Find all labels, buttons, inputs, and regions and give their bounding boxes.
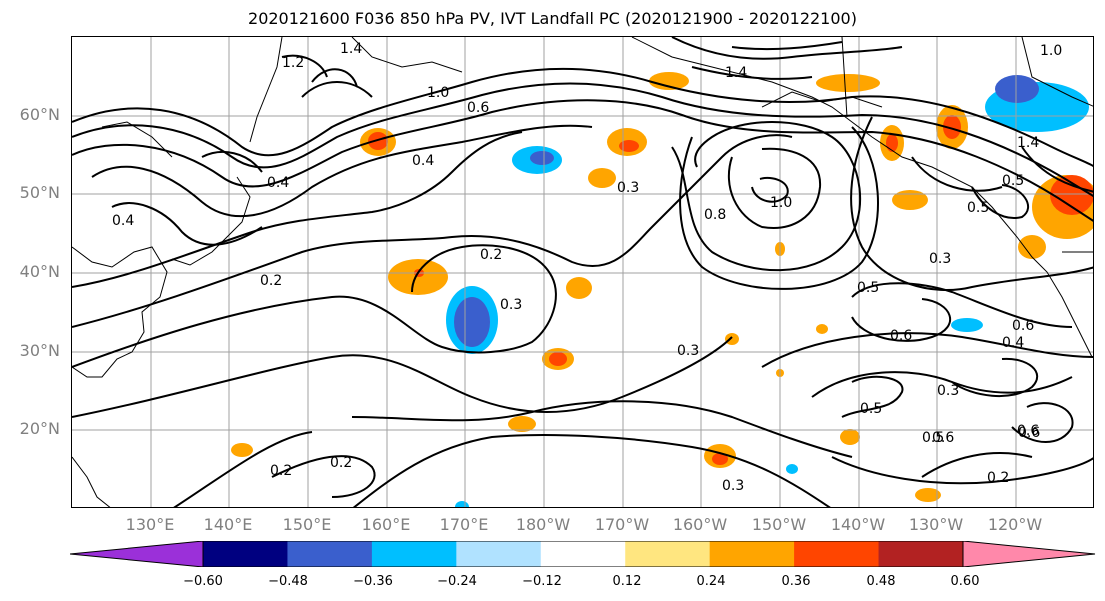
colorbar-tick: −0.60 (183, 574, 223, 589)
contour-label: 1.4 (725, 65, 747, 81)
lat-label-30n: 30°N (19, 341, 60, 360)
lon-label-150w: 150°W (751, 515, 807, 534)
contour-label: 0.5 (860, 401, 882, 417)
colorbar-tick: 0.24 (696, 574, 726, 589)
contour-label: 0.4 (112, 213, 134, 229)
contour-labels: 1.4 1.2 1.0 0.6 0.4 0.4 1.4 0.4 0.8 1.0 … (112, 41, 1062, 494)
colorbar-tick: −0.36 (353, 574, 393, 589)
contour-label: 0.5 (922, 430, 944, 446)
colorbar-tick: 0.60 (950, 574, 980, 589)
map-panel[interactable]: 1.4 1.2 1.0 0.6 0.4 0.4 1.4 0.4 0.8 1.0 … (71, 36, 1094, 508)
lon-label-130w: 130°W (908, 515, 964, 534)
colorbar-cell (371, 541, 457, 567)
colorbar-cell (540, 541, 626, 567)
contour-label: 1.2 (282, 55, 304, 71)
contour-label: 0.2 (987, 470, 1009, 486)
contour-label: 0.6 (1012, 318, 1034, 334)
contour-label: 1.0 (427, 85, 449, 101)
lon-label-160e: 160°E (361, 515, 411, 534)
colorbar-frame (202, 541, 964, 567)
pv-contours (72, 37, 1093, 507)
contour-label: 0.6 (1018, 425, 1040, 441)
contour-label: 0.4 (412, 153, 434, 169)
pv-shading (231, 72, 1093, 507)
colorbar-cell (794, 541, 880, 567)
colorbar-extend-max (962, 541, 1096, 567)
contour-label: 0.6 (890, 328, 912, 344)
colorbar-tick: −0.24 (437, 574, 477, 589)
colorbar-cell (709, 541, 795, 567)
contour-label: 0.3 (937, 383, 959, 399)
contour-label: 0.2 (260, 273, 282, 289)
contour-label: 0.5 (857, 280, 879, 296)
pv-pos-patch (816, 74, 880, 92)
lon-label-120w: 120°W (987, 515, 1043, 534)
lat-label-40n: 40°N (19, 262, 60, 281)
contour-label: 0.6 (467, 100, 489, 116)
contour-label: 1.4 (1017, 135, 1039, 151)
lon-label-160w: 160°W (672, 515, 728, 534)
colorbar-tick: 0.48 (866, 574, 896, 589)
contour-label: 0.2 (270, 463, 292, 479)
contour-label: 0.3 (929, 251, 951, 267)
contour-label: 1.4 (340, 41, 362, 57)
colorbar-cell (625, 541, 711, 567)
contour-label: 0.6 (932, 430, 954, 446)
colorbar-extend-min (70, 541, 204, 567)
colorbar-cell (456, 541, 542, 567)
colorbar-tick: −0.48 (268, 574, 308, 589)
colorbar-cell (287, 541, 373, 567)
contour-label: 1.0 (770, 195, 792, 211)
colorbar-cell (203, 541, 288, 567)
map-svg: 1.4 1.2 1.0 0.6 0.4 0.4 1.4 0.4 0.8 1.0 … (72, 37, 1093, 507)
contour-label: 0.3 (500, 297, 522, 313)
lat-label-50n: 50°N (19, 183, 60, 202)
lon-label-140e: 140°E (203, 515, 253, 534)
contour-label: 0.4 (1002, 335, 1024, 351)
contour-label: 0.2 (330, 455, 352, 471)
contour-label: 0.2 (480, 247, 502, 263)
colorbar-cell (878, 541, 964, 567)
contour-label: 0.3 (722, 478, 744, 494)
colorbar-tick: 0.36 (781, 574, 811, 589)
pv-pos-patch (388, 259, 448, 295)
colorbar (70, 541, 1096, 567)
lon-label-130e: 130°E (125, 515, 175, 534)
lon-label-140w: 140°W (830, 515, 886, 534)
contour-label: 0.6 (1017, 423, 1039, 439)
contour-label: 1.0 (1040, 43, 1062, 59)
contour-label: 0.5 (967, 200, 989, 216)
colorbar-tick: 0.12 (612, 574, 642, 589)
lon-label-170e: 170°E (439, 515, 489, 534)
contour-label: 0.4 (267, 175, 289, 191)
chart-title: 2020121600 F036 850 hPa PV, IVT Landfall… (248, 9, 857, 28)
lon-label-180w: 180°W (515, 515, 571, 534)
contour-label: 0.5 (1002, 173, 1024, 189)
colorbar-tick: −0.12 (522, 574, 562, 589)
contour-label: 0.3 (677, 343, 699, 359)
lon-label-170w: 170°W (594, 515, 650, 534)
contour-label: 0.8 (704, 207, 726, 223)
lon-label-150e: 150°E (282, 515, 332, 534)
lat-label-60n: 60°N (19, 105, 60, 124)
lat-label-20n: 20°N (19, 419, 60, 438)
colorbar-cells (70, 541, 1096, 567)
contour-label: 0.3 (617, 180, 639, 196)
